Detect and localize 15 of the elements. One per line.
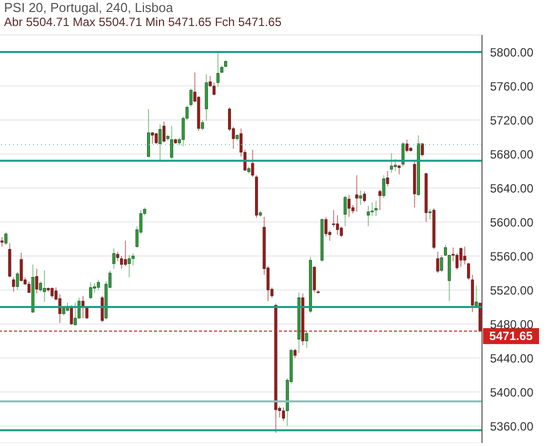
y-tick-label: 5600.00 (490, 215, 534, 230)
ref-line-label: 5471.65 (489, 329, 534, 344)
y-tick-label: 5760.00 (490, 79, 534, 94)
y-tick-label: 5360.00 (490, 419, 534, 434)
y-tick-label: 5440.00 (490, 351, 534, 366)
y-tick-label: 5680.00 (490, 147, 534, 162)
y-tick-label: 5560.00 (490, 249, 534, 264)
y-tick-label: 5480.00 (490, 317, 534, 332)
chart-subtitle: Abr 5504.71 Max 5504.71 Min 5471.65 Fch 5471.65 (4, 15, 283, 30)
y-tick-label: 5520.00 (490, 283, 534, 298)
y-tick-label: 5400.00 (490, 385, 534, 400)
chart-title: PSI 20, Portugal, 240, Lisboa (4, 0, 174, 15)
y-tick-label: 5720.00 (490, 113, 534, 128)
y-tick-label: 5800.00 (490, 45, 534, 60)
y-tick-label: 5640.00 (490, 181, 534, 196)
